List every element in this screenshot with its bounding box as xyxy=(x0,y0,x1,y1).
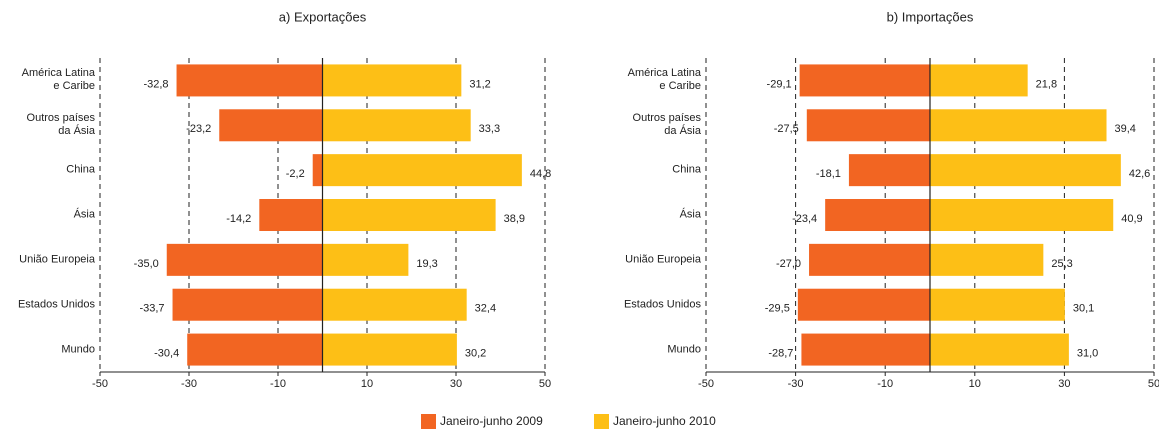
bar xyxy=(322,64,462,97)
bar xyxy=(176,64,323,97)
bar xyxy=(259,199,323,231)
bar xyxy=(322,333,457,366)
value-label: -23,4 xyxy=(792,213,817,225)
value-label: -14,2 xyxy=(226,213,251,225)
legend-swatch xyxy=(421,414,436,429)
category-label: América Latina e Caribe xyxy=(627,67,701,93)
value-label: 31,0 xyxy=(1077,347,1098,359)
value-label: 25,3 xyxy=(1051,258,1072,270)
bar xyxy=(166,243,323,276)
category-label: Ásia xyxy=(679,208,701,221)
category-label: União Europeia xyxy=(19,253,95,266)
value-label: -35,0 xyxy=(134,258,159,270)
x-tick-label: -10 xyxy=(270,378,286,390)
category-label: Outros países da Ásia xyxy=(632,112,701,138)
value-label: -2,2 xyxy=(286,168,305,180)
value-label: 31,2 xyxy=(469,78,490,90)
value-label: -29,5 xyxy=(765,303,790,315)
bar xyxy=(312,154,323,187)
category-label: China xyxy=(672,163,701,176)
bar xyxy=(322,154,522,187)
value-label: 38,9 xyxy=(504,213,525,225)
bar xyxy=(219,109,323,142)
bar xyxy=(322,109,471,142)
bar xyxy=(187,333,323,366)
value-label: 42,6 xyxy=(1129,168,1150,180)
bar xyxy=(930,333,1069,366)
value-label: -28,7 xyxy=(768,347,793,359)
value-label: -32,8 xyxy=(143,78,168,90)
category-label: América Latina e Caribe xyxy=(21,67,95,93)
value-label: 21,8 xyxy=(1036,78,1057,90)
category-label: China xyxy=(66,163,95,176)
value-label: -29,1 xyxy=(767,78,792,90)
value-label: 19,3 xyxy=(416,258,437,270)
value-label: 40,9 xyxy=(1121,213,1142,225)
value-label: -30,4 xyxy=(154,347,179,359)
value-label: -23,2 xyxy=(186,123,211,135)
category-label: União Europeia xyxy=(625,253,701,266)
x-tick-label: -30 xyxy=(788,378,804,390)
bar xyxy=(809,243,930,276)
x-tick-label: -50 xyxy=(92,378,108,390)
value-label: 39,4 xyxy=(1115,123,1136,135)
legend-label: Janeiro-junho 2009 xyxy=(440,414,543,428)
chart-title: a) Exportações xyxy=(279,9,367,24)
bar xyxy=(930,64,1028,97)
bar xyxy=(797,288,930,321)
bar xyxy=(930,199,1114,231)
value-label: -27,0 xyxy=(776,258,801,270)
bar xyxy=(848,154,930,187)
x-tick-label: 50 xyxy=(1148,378,1159,390)
bar xyxy=(930,243,1044,276)
bar xyxy=(799,64,930,97)
x-tick-label: -30 xyxy=(181,378,197,390)
category-label: Mundo xyxy=(667,343,701,356)
bar xyxy=(806,109,930,142)
value-label: -33,7 xyxy=(139,303,164,315)
bar xyxy=(172,288,323,321)
category-label: Mundo xyxy=(61,343,95,356)
bar xyxy=(930,154,1121,187)
bar xyxy=(322,199,496,231)
value-label: 44,8 xyxy=(530,168,551,180)
category-label: Estados Unidos xyxy=(623,298,701,311)
bar xyxy=(801,333,930,366)
value-label: -27,5 xyxy=(774,123,799,135)
chart-title: b) Importações xyxy=(887,9,974,24)
bar xyxy=(825,199,930,231)
legend-label: Janeiro-junho 2010 xyxy=(613,414,716,428)
x-tick-label: 30 xyxy=(450,378,462,390)
x-tick-label: -10 xyxy=(877,378,893,390)
x-tick-label: 50 xyxy=(539,378,551,390)
value-label: 30,2 xyxy=(465,347,486,359)
x-tick-label: -50 xyxy=(698,378,714,390)
bar xyxy=(930,109,1107,142)
legend-swatch xyxy=(594,414,609,429)
x-tick-label: 10 xyxy=(361,378,373,390)
category-label: Outros países da Ásia xyxy=(26,112,95,138)
category-label: Ásia xyxy=(73,208,95,221)
x-tick-label: 30 xyxy=(1058,378,1070,390)
value-label: 30,1 xyxy=(1073,303,1094,315)
value-label: -18,1 xyxy=(816,168,841,180)
bar xyxy=(322,243,409,276)
bar xyxy=(322,288,467,321)
value-label: 32,4 xyxy=(475,303,496,315)
bar xyxy=(930,288,1065,321)
value-label: 33,3 xyxy=(479,123,500,135)
category-label: Estados Unidos xyxy=(17,298,95,311)
x-tick-label: 10 xyxy=(969,378,981,390)
